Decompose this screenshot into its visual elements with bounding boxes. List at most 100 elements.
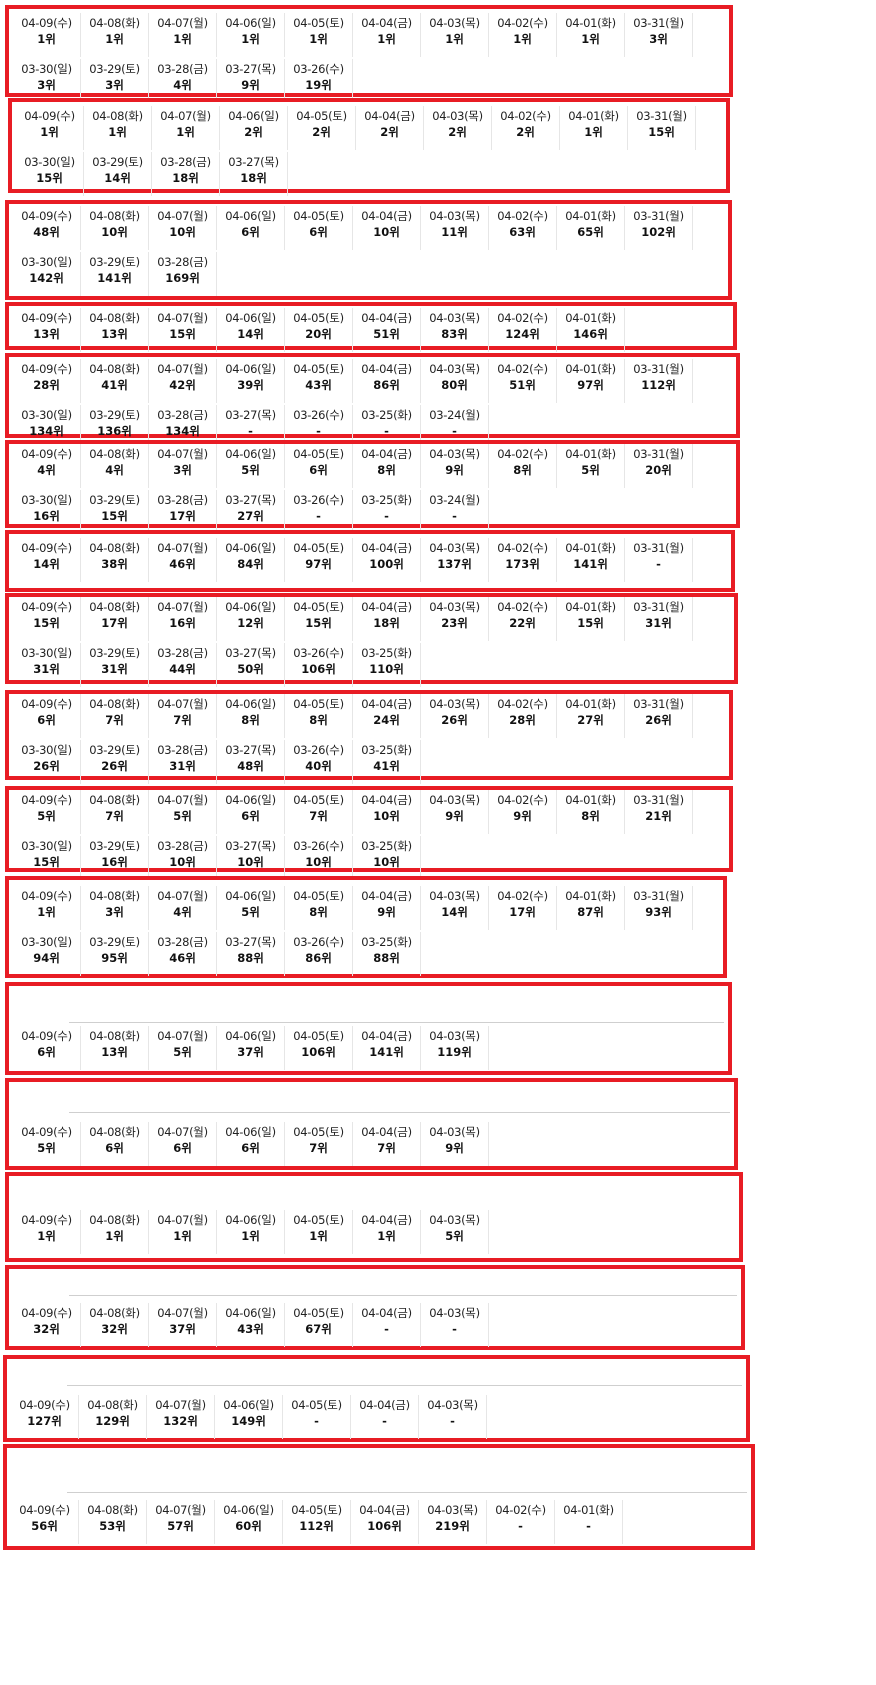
date-label: 03-27(목) (225, 408, 276, 422)
rank-cell: 04-07(월) 42위 (149, 359, 217, 403)
rank-grid: 04-09(수) 32위 04-08(화) 32위 04-07(월) 37위 04-06(일… (13, 1303, 713, 1349)
rank-value: - (656, 557, 661, 571)
rank-value: 11위 (441, 225, 468, 239)
rank-value: 1위 (309, 32, 328, 46)
rank-cell: 04-08(화) 1위 (81, 13, 149, 57)
rank-value: - (384, 424, 389, 438)
rank-cell: 04-08(화) 53위 (79, 1500, 147, 1544)
date-label: 03-31(월) (636, 109, 687, 123)
rank-value: 27위 (577, 713, 604, 727)
ranking-panel: 04-09(수) 1위 04-08(화) 1위 04-07(월) 1위 04-06(일) 1위… (5, 5, 733, 103)
date-label: 03-30(일) (21, 743, 72, 757)
rank-cell: 04-01(화) 15위 (557, 597, 625, 641)
rank-cell: 04-04(금) 86위 (353, 359, 421, 403)
rank-grid: 04-09(수) 13위 04-08(화) 13위 04-07(월) 15위 04-06(일… (13, 308, 713, 354)
rank-value: 37위 (237, 1045, 264, 1059)
rank-value: 134위 (29, 424, 64, 438)
rank-value: 26위 (441, 713, 468, 727)
date-label: 04-08(화) (87, 1503, 138, 1517)
date-label: 04-02(수) (497, 697, 548, 711)
rank-value: 15위 (648, 125, 675, 139)
rank-value: 32위 (33, 1322, 60, 1336)
date-label: 04-08(화) (89, 311, 140, 325)
date-label: 04-07(월) (157, 362, 208, 376)
rank-value: 6위 (309, 463, 328, 477)
rank-value: 46위 (169, 557, 196, 571)
ranking-panel: 04-09(수) 1위 04-08(화) 1위 04-07(월) 1위 04-06(일) 1위… (5, 1172, 743, 1262)
rank-cell: 04-04(금) 24위 (353, 694, 421, 738)
rank-value: 100위 (369, 557, 404, 571)
rank-cell: 03-27(목) 27위 (217, 490, 285, 534)
rank-value: 2위 (244, 125, 263, 139)
rank-cell: 04-05(토) 112위 (283, 1500, 351, 1544)
rank-value: 5위 (37, 809, 56, 823)
date-label: 03-29(토) (92, 155, 143, 169)
rank-value: - (316, 424, 321, 438)
date-label: 03-26(수) (293, 408, 344, 422)
rank-value: 5위 (173, 1045, 192, 1059)
rank-value: 44위 (169, 662, 196, 676)
rank-value: 2위 (516, 125, 535, 139)
date-label: 04-04(금) (361, 362, 412, 376)
rank-cell: 04-08(화) 32위 (81, 1303, 149, 1347)
rank-grid: 04-09(수) 6위 04-08(화) 7위 04-07(월) 7위 04-06(일) 8위… (13, 694, 713, 786)
date-label: 04-07(월) (157, 16, 208, 30)
rank-cell: 04-07(월) 1위 (152, 106, 220, 150)
rank-cell: 03-26(수) - (285, 405, 353, 449)
rank-cell: 04-08(화) 13위 (81, 308, 149, 352)
date-label: 04-04(금) (361, 1125, 412, 1139)
date-label: 04-09(수) (21, 541, 72, 555)
rank-cell: 04-02(수) 17위 (489, 886, 557, 930)
rank-value: 21위 (645, 809, 672, 823)
ranking-panel: 04-09(수) 6위 04-08(화) 7위 04-07(월) 7위 04-06(일) 8위… (5, 690, 733, 784)
rank-value: 8위 (581, 809, 600, 823)
rank-value: 27위 (237, 509, 264, 523)
rank-value: 141위 (97, 271, 132, 285)
date-label: 03-28(금) (157, 935, 208, 949)
rank-cell: 03-25(화) - (353, 405, 421, 449)
date-label: 04-07(월) (157, 541, 208, 555)
rank-cell: 04-04(금) 106위 (351, 1500, 419, 1544)
rank-cell: 04-09(수) 14위 (13, 538, 81, 582)
rank-value: 88위 (237, 951, 264, 965)
rank-cell: 03-24(월) - (421, 490, 489, 534)
date-label: 04-02(수) (497, 793, 548, 807)
rank-cell: 04-01(화) 146위 (557, 308, 625, 352)
rank-value: 48위 (33, 225, 60, 239)
rank-value: 1위 (105, 1229, 124, 1243)
rank-value: 3위 (105, 905, 124, 919)
date-label: 04-04(금) (361, 793, 412, 807)
rank-value: 1위 (377, 32, 396, 46)
rank-cell: 04-06(일) 2위 (220, 106, 288, 150)
rank-cell: 04-03(목) 2위 (424, 106, 492, 150)
rank-value: 24위 (373, 713, 400, 727)
date-label: 03-30(일) (21, 839, 72, 853)
date-label: 04-01(화) (565, 793, 616, 807)
ranking-panel: 04-09(수) 32위 04-08(화) 32위 04-07(월) 37위 04-06(일… (5, 1265, 745, 1350)
rank-cell: 04-09(수) 56위 (11, 1500, 79, 1544)
date-label: 03-31(월) (633, 16, 684, 30)
date-label: 04-08(화) (89, 447, 140, 461)
rank-cell: 04-04(금) 10위 (353, 206, 421, 250)
rank-cell: 04-05(토) 1위 (285, 13, 353, 57)
rank-cell: 04-01(화) 97위 (557, 359, 625, 403)
rank-cell: 03-29(토) 95위 (81, 932, 149, 976)
rank-value: 219위 (435, 1519, 470, 1533)
rank-value: 6위 (241, 809, 260, 823)
rank-value: 1위 (173, 1229, 192, 1243)
rank-value: 149위 (231, 1414, 266, 1428)
rank-cell: 04-02(수) 22위 (489, 597, 557, 641)
rank-value: 12위 (237, 616, 264, 630)
rank-value: 2위 (448, 125, 467, 139)
date-label: 04-06(일) (228, 109, 279, 123)
ranking-panel: 04-09(수) 4위 04-08(화) 4위 04-07(월) 3위 04-06(일) 5위… (5, 440, 740, 534)
date-label: 04-02(수) (495, 1503, 546, 1517)
ranking-panel: 04-09(수) 28위 04-08(화) 41위 04-07(월) 42위 04-06(일… (5, 353, 740, 449)
rank-value: 7위 (105, 713, 124, 727)
rank-cell: 04-03(목) 83위 (421, 308, 489, 352)
rank-cell: 04-04(금) - (353, 1303, 421, 1347)
rank-cell: 04-04(금) 10위 (353, 790, 421, 834)
rank-value: 119위 (437, 1045, 472, 1059)
rank-value: 43위 (305, 378, 332, 392)
date-label: 03-26(수) (293, 935, 344, 949)
